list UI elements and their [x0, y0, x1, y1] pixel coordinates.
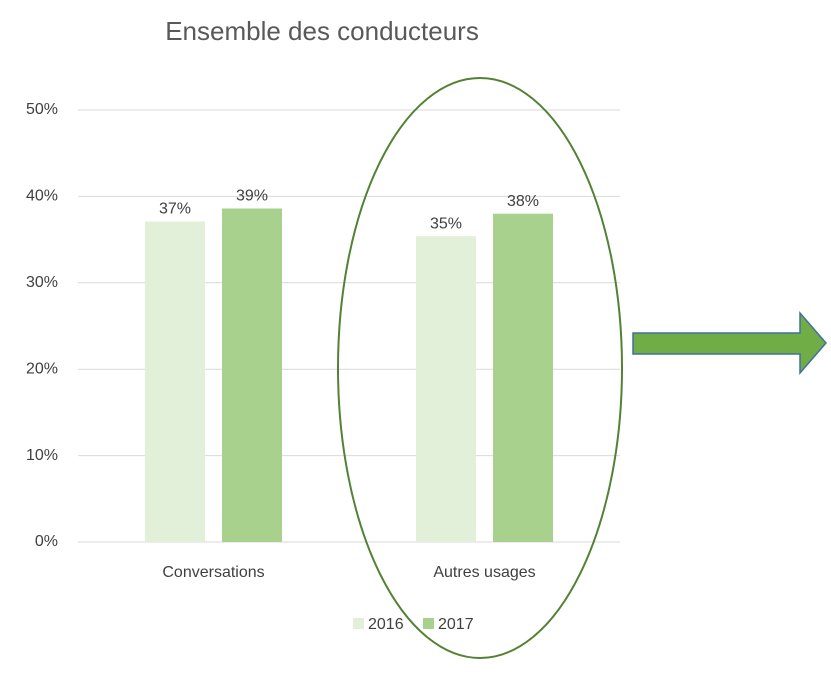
arrow: [632, 310, 827, 376]
bar: [416, 236, 476, 543]
y-tick-label: 30%: [26, 274, 58, 291]
legend-swatch: [423, 618, 434, 629]
y-tick-label: 10%: [26, 447, 58, 464]
bar: [493, 213, 553, 542]
y-tick-label: 0%: [35, 533, 58, 550]
y-tick-label: 40%: [26, 188, 58, 205]
data-label: 39%: [236, 188, 268, 205]
data-label: 37%: [159, 201, 191, 218]
bar: [145, 221, 205, 542]
x-tick-label: Autres usages: [433, 564, 535, 581]
data-label: 35%: [430, 215, 462, 232]
legend-label: 2017: [438, 616, 474, 633]
plot: 0% 10% 20% 30% 40% 50% Conversations 37% 39% Autr…: [26, 101, 620, 633]
chart-title: Ensemble des conducteurs: [165, 16, 479, 46]
y-tick-label: 50%: [26, 101, 58, 118]
highlight-ellipse: [337, 77, 623, 659]
legend-label: 2016: [368, 616, 404, 633]
y-tick-label: 20%: [26, 360, 58, 377]
legend-swatch: [353, 618, 364, 629]
x-tick-label: Conversations: [162, 564, 264, 581]
data-label: 38%: [507, 193, 539, 210]
bar: [222, 208, 282, 542]
